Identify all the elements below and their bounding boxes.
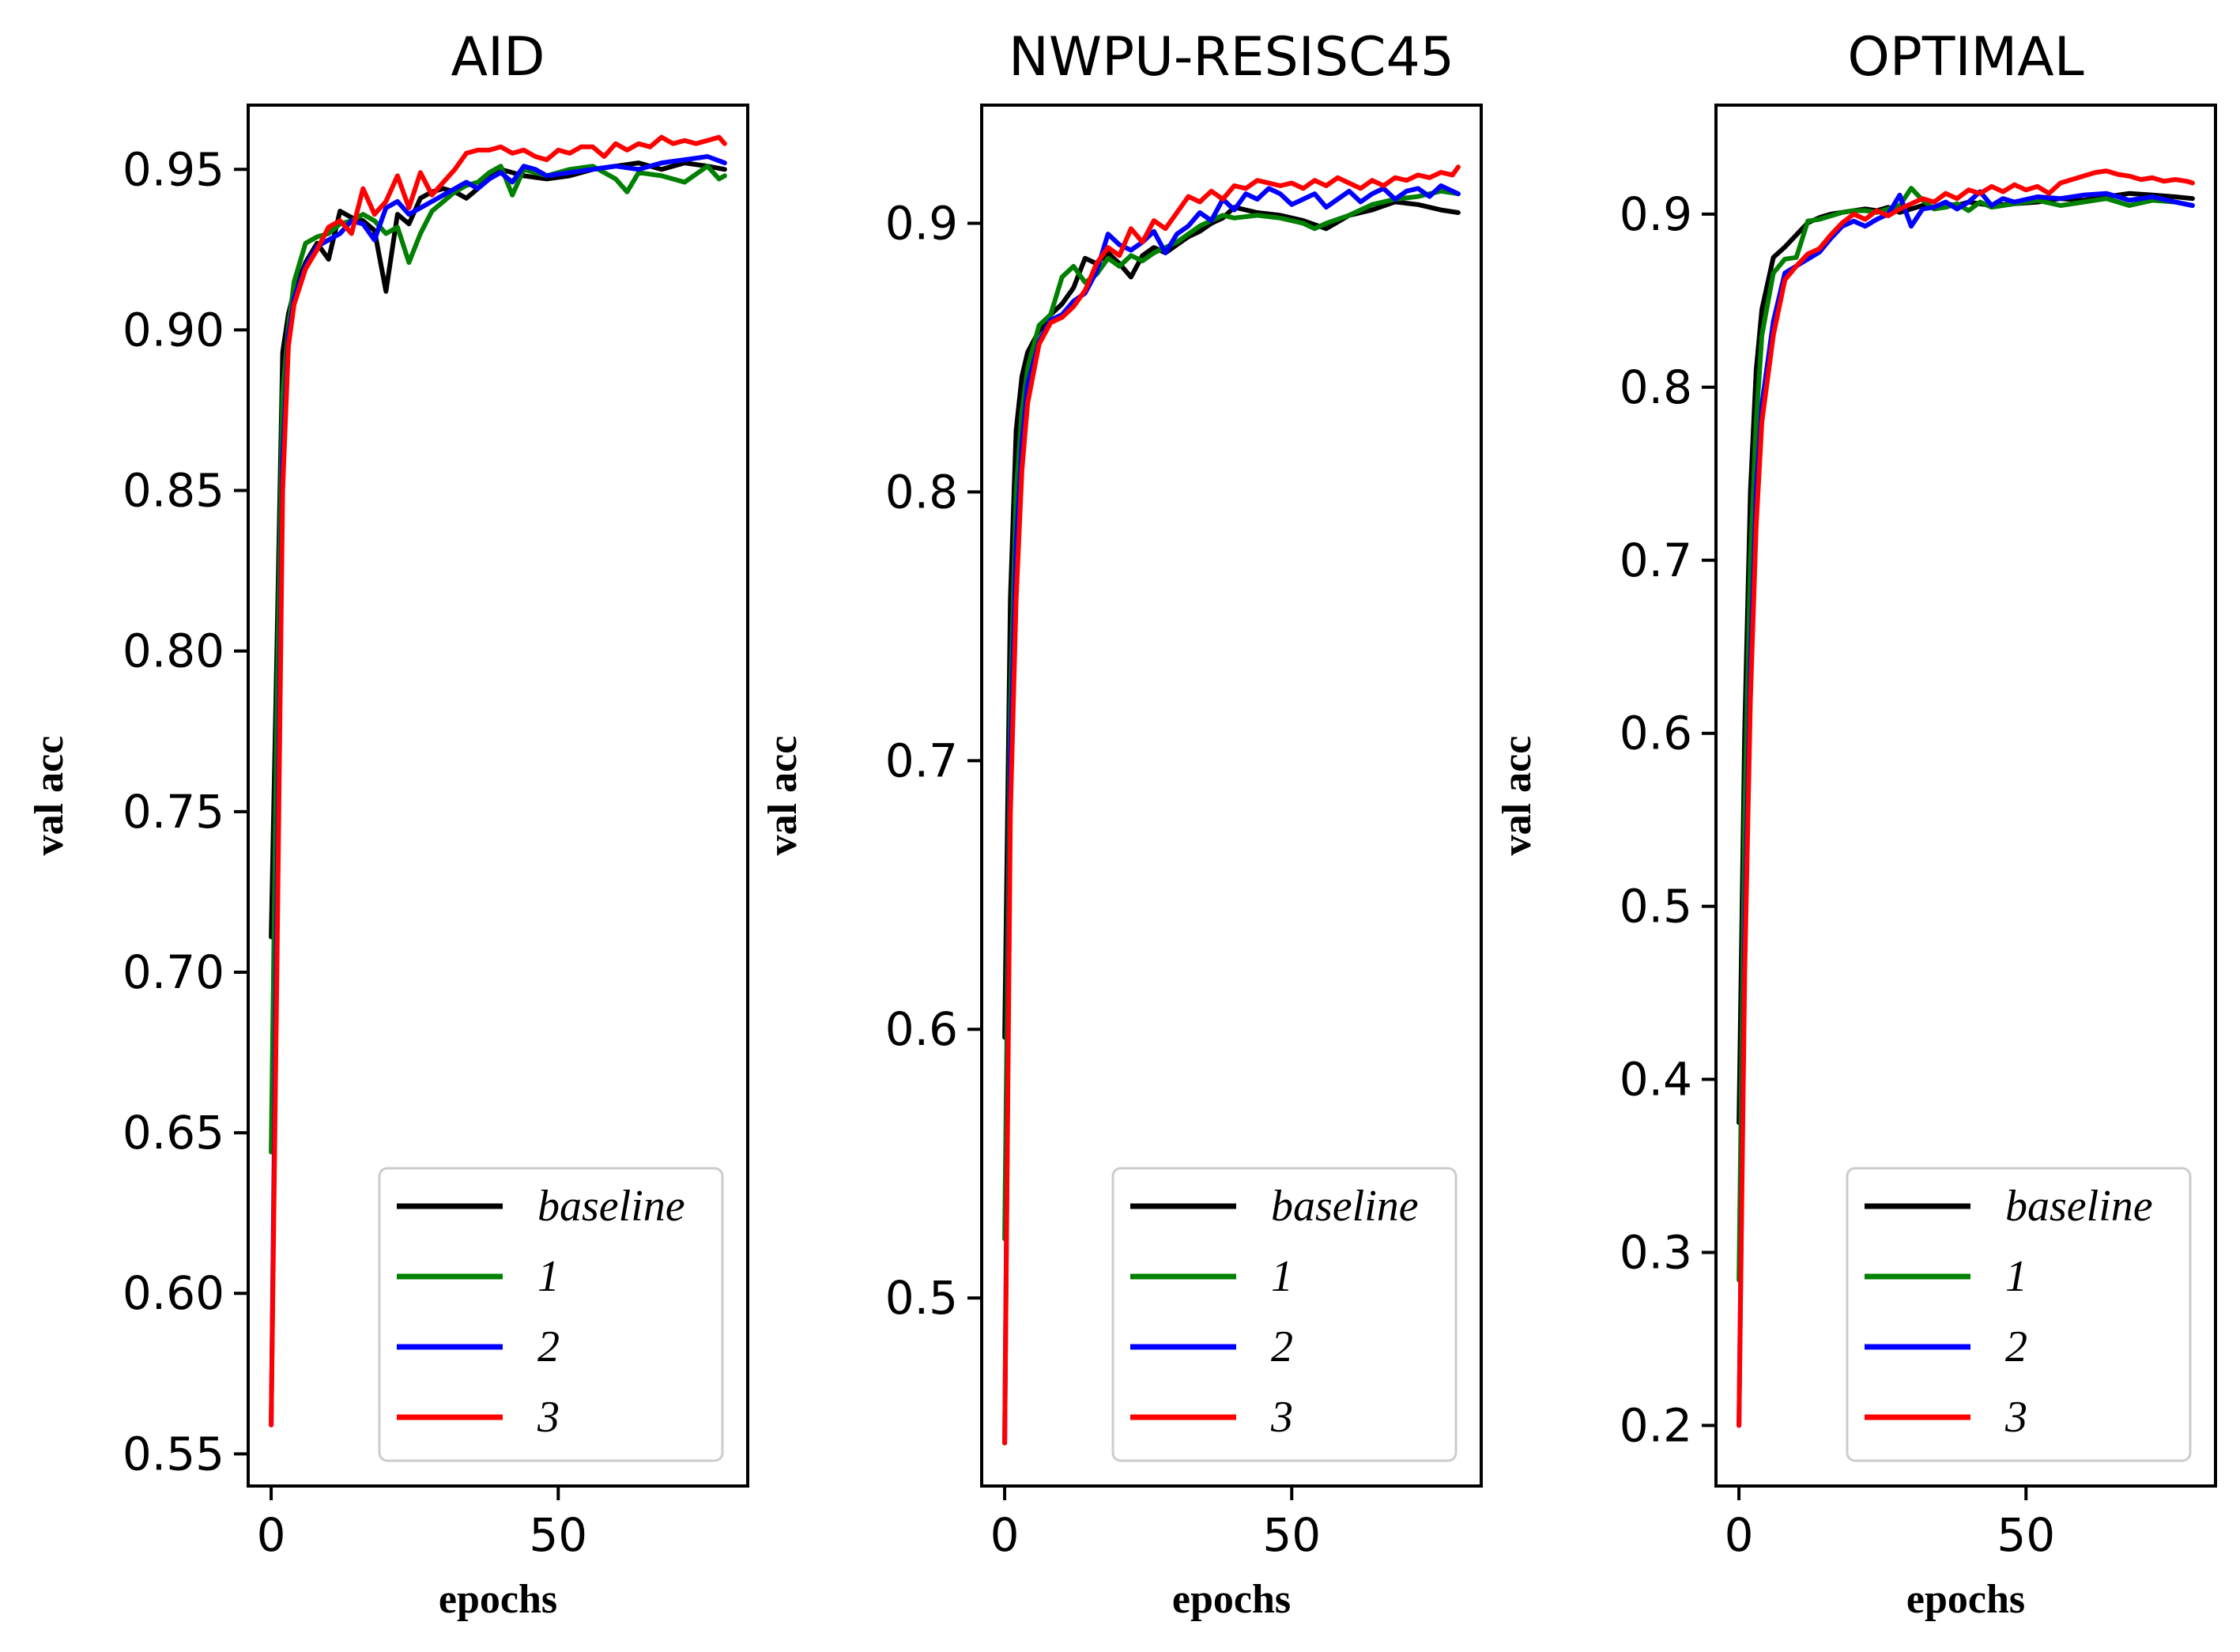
y-tick-label: 0.65 xyxy=(123,1106,224,1160)
y-tick-label: 0.3 xyxy=(1620,1225,1692,1279)
x-tick-label: 0 xyxy=(257,1508,286,1562)
legend: baseline 1 2 3 xyxy=(1846,1167,2192,1462)
y-tick-label: 0.80 xyxy=(123,624,224,678)
series-line-3 xyxy=(1002,164,1461,1446)
legend-label: baseline xyxy=(1271,1182,1419,1231)
plot-frame xyxy=(247,104,749,1488)
legend-box xyxy=(1111,1167,1458,1462)
chart-title: NWPU-RESISC45 xyxy=(1009,26,1454,89)
y-tick-label: 0.85 xyxy=(123,464,224,518)
legend-label: baseline xyxy=(537,1182,685,1231)
series-line-1 xyxy=(269,164,727,1155)
y-axis-label: val acc xyxy=(27,736,72,856)
legend: baseline 1 2 3 xyxy=(378,1167,724,1462)
plot-frame xyxy=(1714,104,2217,1488)
x-axis-label: epochs xyxy=(439,1577,557,1622)
x-axis-label: epochs xyxy=(1906,1577,2025,1622)
x-tick-label: 50 xyxy=(1997,1508,2055,1562)
y-tick-label: 0.9 xyxy=(1620,187,1692,241)
y-tick-label: 0.7 xyxy=(1620,534,1692,587)
y-tick-label: 0.5 xyxy=(1620,880,1692,933)
y-tick-label: 0.7 xyxy=(885,734,958,787)
legend-label: 2 xyxy=(1271,1322,1293,1371)
y-axis-label: val acc xyxy=(760,736,805,856)
legend-box xyxy=(1846,1167,2192,1462)
series-line-3 xyxy=(1737,168,2195,1428)
y-tick-label: 0.55 xyxy=(123,1427,224,1480)
series-line-1 xyxy=(1002,188,1461,1242)
y-tick-label: 0.6 xyxy=(1620,707,1692,760)
series-line-1 xyxy=(1737,186,2195,1283)
legend: baseline 1 2 3 xyxy=(1111,1167,1458,1462)
legend-label: baseline xyxy=(2005,1182,2153,1231)
series-line-baseline xyxy=(1737,190,2195,1126)
y-tick-label: 0.8 xyxy=(1620,360,1692,414)
chart-title: AID xyxy=(451,26,545,89)
x-tick-label: 50 xyxy=(1262,1508,1321,1562)
chart-panel-1: AID 0.55 0.60 0.65 0.70 0.75 0.80 0.85 0.90 0.95 0… xyxy=(27,26,749,1622)
series-line-baseline xyxy=(269,160,727,940)
y-tick-label: 0.8 xyxy=(885,465,958,519)
y-tick-label: 0.2 xyxy=(1620,1398,1692,1452)
chart-panel-2: NWPU-RESISC45 0.5 0.6 0.7 0.8 0.9 0 50 epochs val… xyxy=(760,26,1483,1622)
legend-label: 3 xyxy=(2004,1393,2027,1442)
y-tick-label: 0.4 xyxy=(1620,1053,1692,1107)
y-tick-label: 0.5 xyxy=(885,1271,958,1325)
y-axis-label: val acc xyxy=(1495,736,1540,856)
x-tick-label: 0 xyxy=(990,1508,1020,1562)
plot-frame xyxy=(980,104,1483,1488)
legend-label: 1 xyxy=(1271,1252,1293,1301)
series-line-baseline xyxy=(1002,199,1461,1040)
y-tick-label: 0.60 xyxy=(123,1266,224,1320)
legend-label: 2 xyxy=(2005,1322,2027,1371)
legend-label: 3 xyxy=(537,1393,560,1442)
series-line-3 xyxy=(269,134,727,1428)
y-tick-label: 0.95 xyxy=(123,142,224,196)
legend-label: 1 xyxy=(537,1252,560,1301)
chart-panel-3: OPTIMAL 0.2 0.3 0.4 0.5 0.6 0.7 0.8 0.9 0 50 epochs… xyxy=(1495,26,2217,1622)
legend-label: 2 xyxy=(537,1322,560,1371)
y-tick-label: 0.6 xyxy=(885,1002,958,1056)
x-tick-label: 0 xyxy=(1725,1508,1754,1562)
y-tick-label: 0.75 xyxy=(123,785,224,839)
chart-title: OPTIMAL xyxy=(1847,26,2084,89)
y-tick-label: 0.70 xyxy=(123,945,224,999)
x-axis-label: epochs xyxy=(1172,1577,1291,1622)
y-tick-label: 0.90 xyxy=(123,303,224,356)
x-tick-label: 50 xyxy=(529,1508,587,1562)
legend-label: 1 xyxy=(2005,1252,2027,1301)
y-tick-label: 0.9 xyxy=(885,197,958,251)
legend-label: 3 xyxy=(1270,1393,1293,1442)
legend-box xyxy=(378,1167,724,1462)
